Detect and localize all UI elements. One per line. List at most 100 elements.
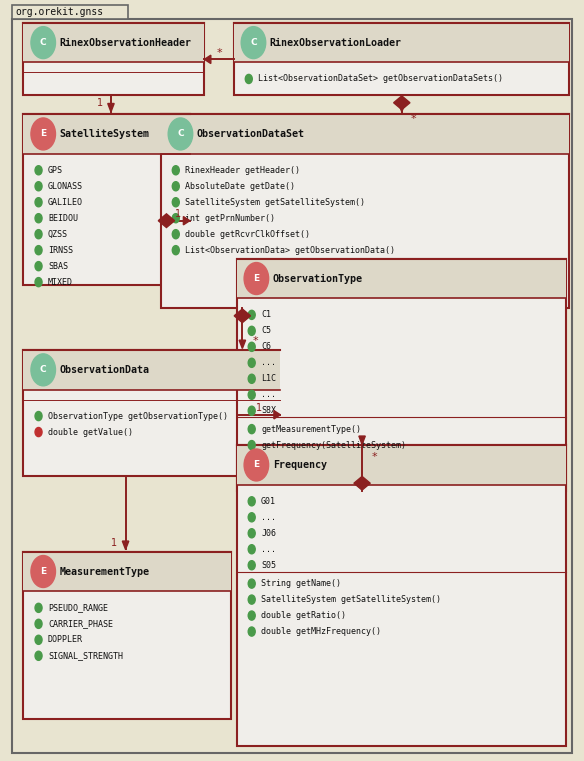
Text: J06: J06 bbox=[261, 529, 276, 538]
Text: List<ObservationData> getObservationData(): List<ObservationData> getObservationData… bbox=[185, 246, 395, 255]
Circle shape bbox=[172, 246, 179, 255]
FancyBboxPatch shape bbox=[23, 114, 190, 154]
Text: getMeasurementType(): getMeasurementType() bbox=[261, 425, 361, 434]
Text: QZSS: QZSS bbox=[48, 230, 68, 239]
Text: BEIDOU: BEIDOU bbox=[48, 214, 78, 223]
Circle shape bbox=[35, 278, 42, 287]
Text: double getRcvrClkOffset(): double getRcvrClkOffset() bbox=[185, 230, 310, 239]
Text: C6: C6 bbox=[261, 342, 271, 352]
Text: SatelliteSystem getSatelliteSystem(): SatelliteSystem getSatelliteSystem() bbox=[261, 595, 441, 604]
Text: SIGNAL_STRENGTH: SIGNAL_STRENGTH bbox=[48, 651, 123, 661]
Text: 1: 1 bbox=[175, 209, 181, 219]
Text: 1: 1 bbox=[111, 537, 117, 548]
Circle shape bbox=[248, 595, 255, 604]
Polygon shape bbox=[123, 541, 128, 549]
Circle shape bbox=[248, 390, 255, 400]
Circle shape bbox=[168, 118, 193, 150]
Circle shape bbox=[172, 230, 179, 239]
Text: RinexObservationHeader: RinexObservationHeader bbox=[60, 37, 192, 48]
Text: ObservationDataSet: ObservationDataSet bbox=[197, 129, 305, 139]
Polygon shape bbox=[234, 309, 251, 323]
Circle shape bbox=[245, 75, 252, 84]
Text: String getName(): String getName() bbox=[261, 579, 341, 588]
Polygon shape bbox=[394, 96, 410, 110]
Text: CARRIER_PHASE: CARRIER_PHASE bbox=[48, 619, 113, 629]
Circle shape bbox=[248, 513, 255, 522]
FancyBboxPatch shape bbox=[23, 350, 280, 476]
Circle shape bbox=[248, 611, 255, 620]
FancyBboxPatch shape bbox=[23, 23, 204, 62]
Text: ObservationData: ObservationData bbox=[60, 365, 150, 375]
Text: 1: 1 bbox=[98, 98, 103, 109]
Text: *: * bbox=[252, 336, 258, 346]
Text: E: E bbox=[253, 460, 259, 470]
Circle shape bbox=[35, 262, 42, 271]
Text: DOPPLER: DOPPLER bbox=[48, 635, 83, 645]
Circle shape bbox=[172, 166, 179, 175]
Text: List<ObservationDataSet> getObservationDataSets(): List<ObservationDataSet> getObservationD… bbox=[258, 75, 503, 84]
Polygon shape bbox=[239, 340, 245, 349]
FancyBboxPatch shape bbox=[161, 114, 569, 308]
Text: IRNSS: IRNSS bbox=[48, 246, 73, 255]
FancyBboxPatch shape bbox=[23, 350, 280, 390]
Text: ObservationType getObservationType(): ObservationType getObservationType() bbox=[48, 412, 228, 421]
Text: C: C bbox=[177, 129, 184, 139]
Polygon shape bbox=[354, 476, 370, 490]
Polygon shape bbox=[107, 103, 114, 112]
Text: RinexHeader getHeader(): RinexHeader getHeader() bbox=[185, 166, 300, 175]
Polygon shape bbox=[158, 214, 175, 228]
Circle shape bbox=[172, 198, 179, 207]
Circle shape bbox=[244, 449, 269, 481]
Circle shape bbox=[248, 441, 255, 450]
FancyBboxPatch shape bbox=[12, 5, 128, 19]
Circle shape bbox=[35, 246, 42, 255]
Circle shape bbox=[35, 412, 42, 421]
FancyBboxPatch shape bbox=[161, 114, 569, 154]
Text: C: C bbox=[250, 38, 257, 47]
Text: GALILEO: GALILEO bbox=[48, 198, 83, 207]
Text: MeasurementType: MeasurementType bbox=[60, 566, 150, 577]
Text: PSEUDO_RANGE: PSEUDO_RANGE bbox=[48, 603, 108, 613]
Circle shape bbox=[35, 182, 42, 191]
Circle shape bbox=[248, 561, 255, 570]
FancyBboxPatch shape bbox=[234, 23, 569, 95]
Text: org.orekit.gnss: org.orekit.gnss bbox=[15, 7, 103, 18]
Circle shape bbox=[248, 342, 255, 352]
Circle shape bbox=[248, 406, 255, 416]
Circle shape bbox=[35, 198, 42, 207]
Circle shape bbox=[248, 374, 255, 384]
Text: Frequency: Frequency bbox=[273, 460, 326, 470]
Circle shape bbox=[248, 358, 255, 368]
Text: MIXED: MIXED bbox=[48, 278, 73, 287]
Text: ...: ... bbox=[261, 390, 276, 400]
Text: ...: ... bbox=[261, 545, 276, 554]
Text: E: E bbox=[253, 274, 259, 283]
Circle shape bbox=[244, 263, 269, 295]
Circle shape bbox=[172, 214, 179, 223]
Circle shape bbox=[31, 27, 55, 59]
Text: C: C bbox=[40, 38, 47, 47]
Polygon shape bbox=[359, 436, 366, 444]
Circle shape bbox=[248, 545, 255, 554]
Polygon shape bbox=[183, 217, 190, 225]
Circle shape bbox=[35, 603, 42, 613]
Text: AbsoluteDate getDate(): AbsoluteDate getDate() bbox=[185, 182, 295, 191]
Text: getFrequency(SatelliteSystem): getFrequency(SatelliteSystem) bbox=[261, 441, 406, 450]
Text: 1: 1 bbox=[256, 403, 262, 413]
Circle shape bbox=[31, 118, 55, 150]
Text: *: * bbox=[372, 451, 378, 462]
Circle shape bbox=[35, 166, 42, 175]
Polygon shape bbox=[204, 56, 211, 63]
Text: double getValue(): double getValue() bbox=[48, 428, 133, 437]
Text: ObservationType: ObservationType bbox=[273, 273, 363, 284]
Text: int getPrnNumber(): int getPrnNumber() bbox=[185, 214, 275, 223]
Text: *: * bbox=[411, 114, 416, 125]
Text: GLONASS: GLONASS bbox=[48, 182, 83, 191]
Circle shape bbox=[248, 310, 255, 320]
Circle shape bbox=[172, 182, 179, 191]
Circle shape bbox=[248, 627, 255, 636]
Text: G01: G01 bbox=[261, 497, 276, 506]
Text: GPS: GPS bbox=[48, 166, 63, 175]
Text: C: C bbox=[40, 365, 47, 374]
Circle shape bbox=[35, 635, 42, 645]
